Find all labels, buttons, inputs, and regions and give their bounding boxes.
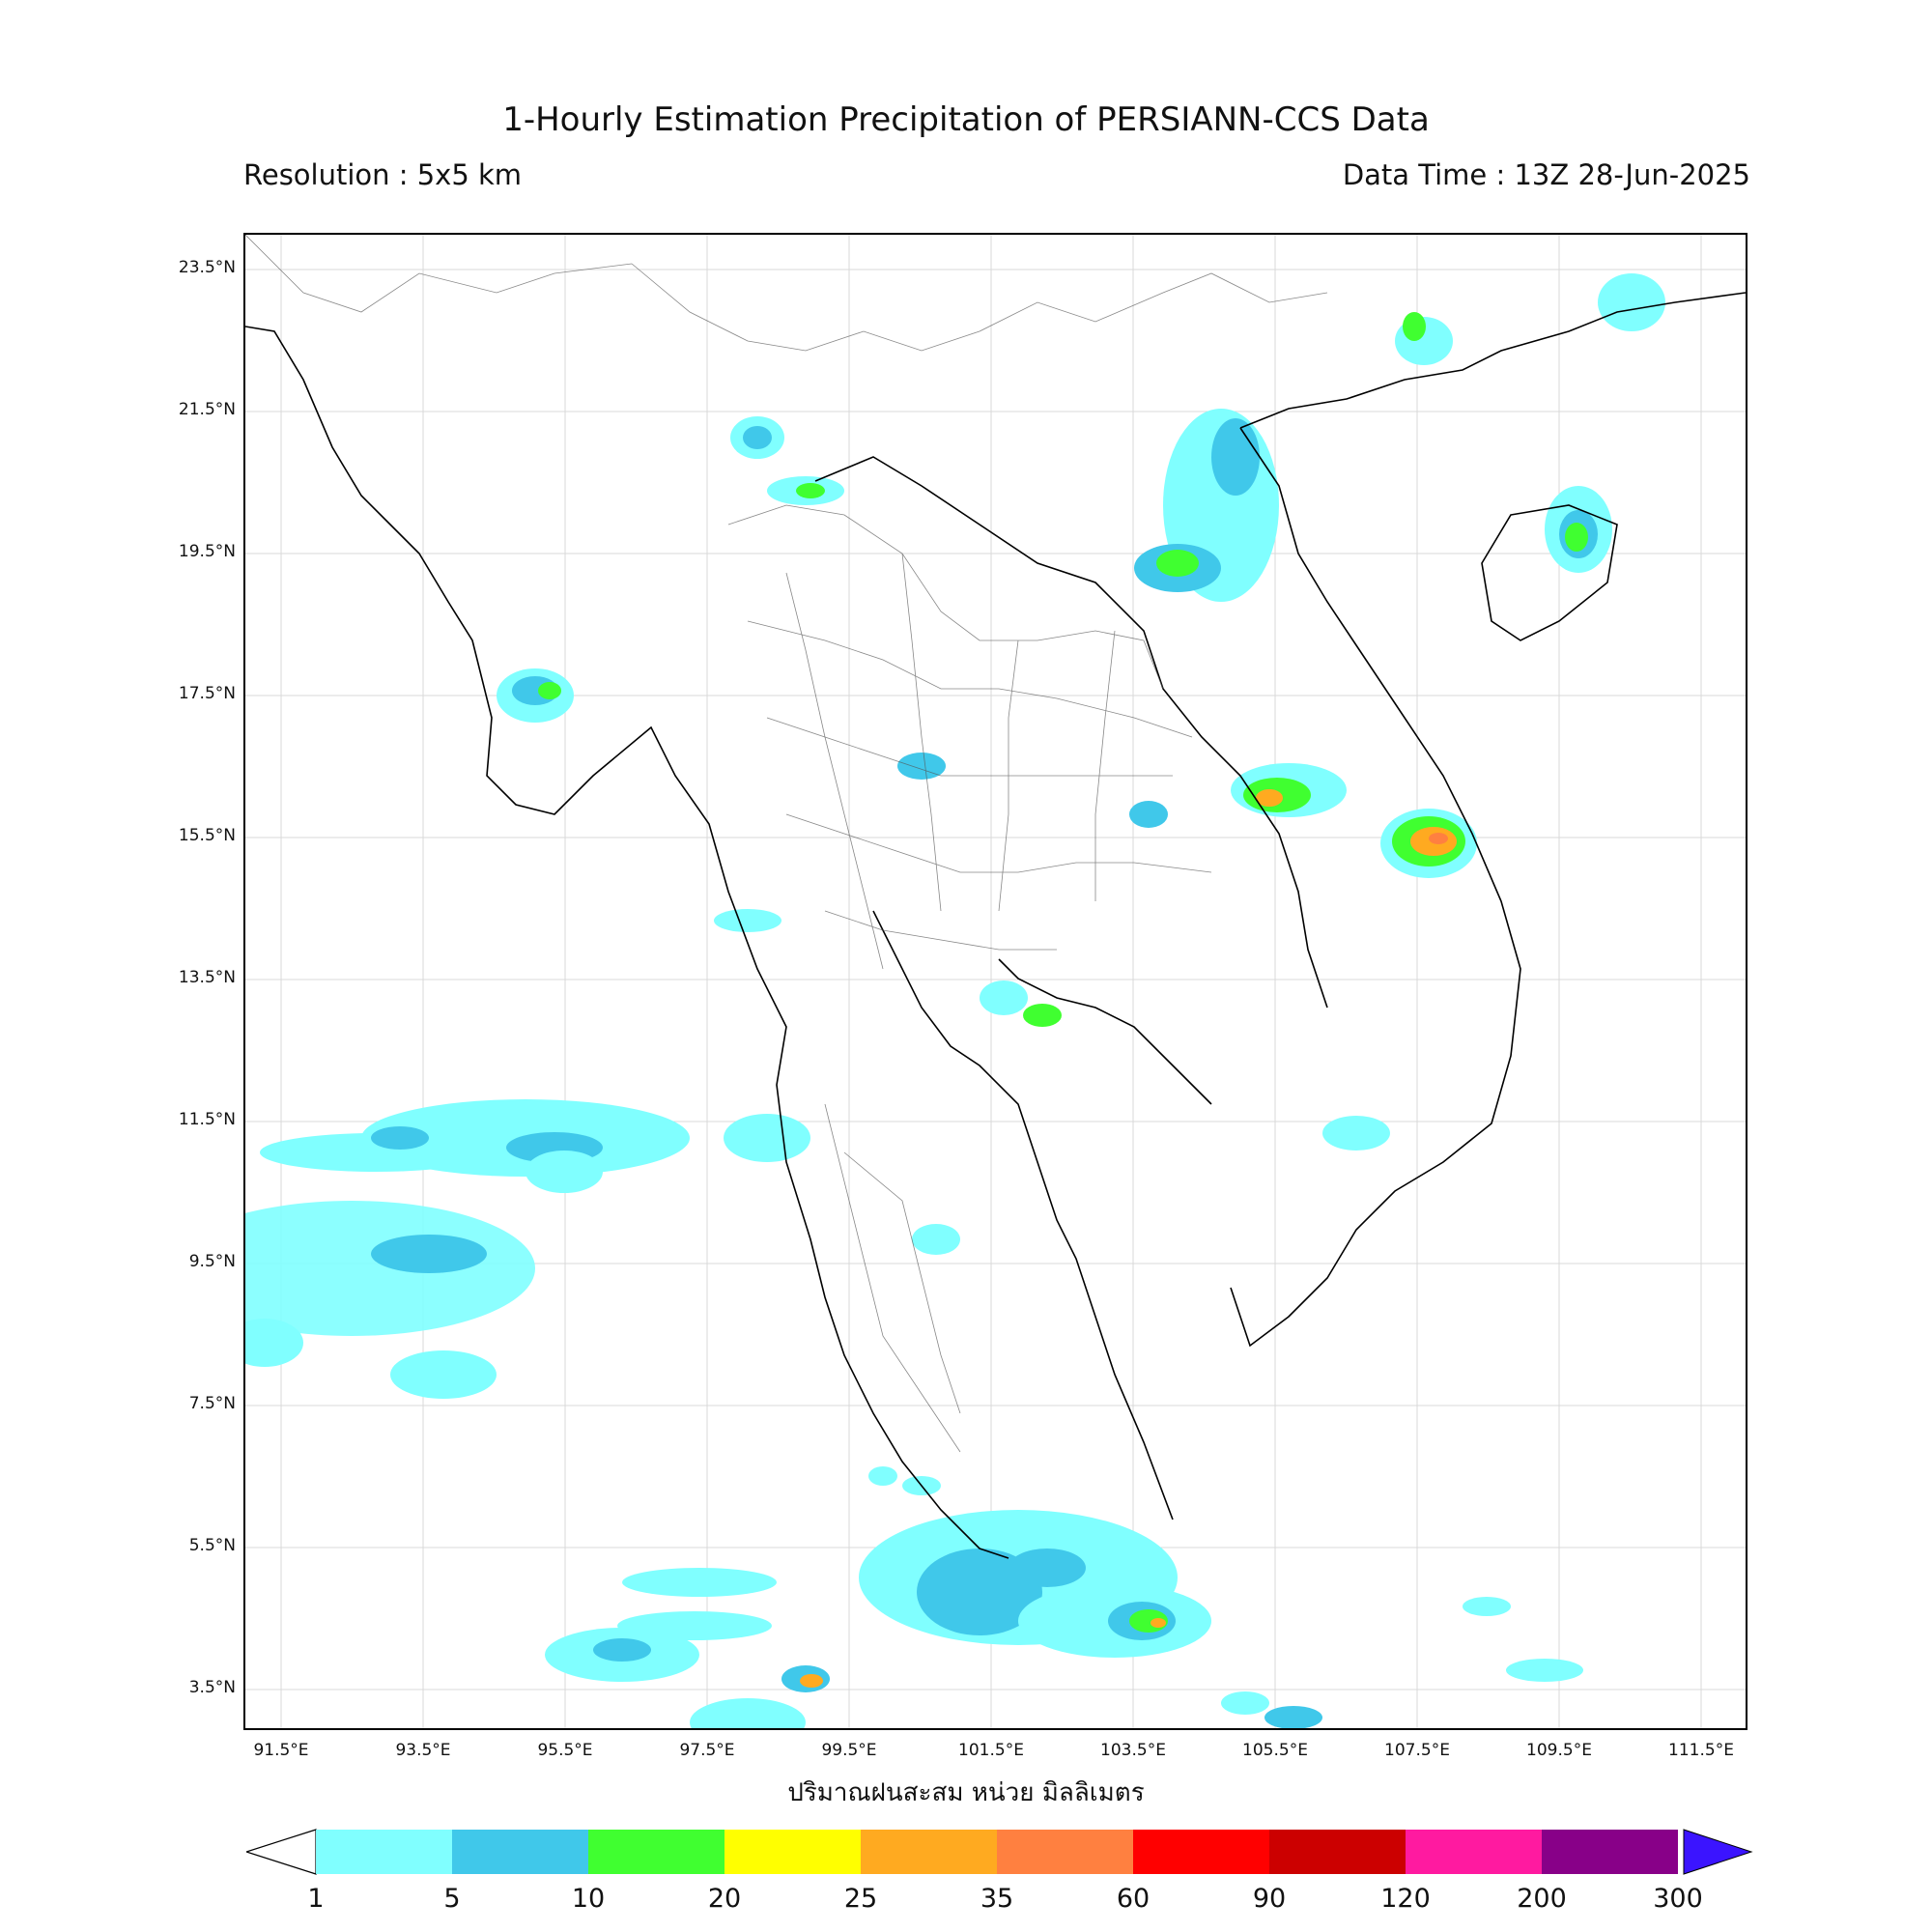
lat-tick-label: 15.5°N [178,826,236,845]
colorbar-tick: 1 [307,1884,325,1914]
colorbar-tick: 90 [1252,1884,1287,1914]
colorbar-segment [588,1830,724,1874]
lon-tick-label: 105.5°E [1242,1741,1308,1760]
colorbar-segment [1269,1830,1406,1874]
lon-tick-label: 99.5°E [821,1741,877,1760]
lon-tick-label: 91.5°E [253,1741,309,1760]
colorbar-segment [1133,1830,1269,1874]
lat-tick-label: 5.5°N [188,1536,236,1555]
lon-tick-label: 111.5°E [1668,1741,1734,1760]
lon-tick-label: 97.5°E [679,1741,735,1760]
lat-tick-label: 21.5°N [178,400,236,419]
data-time-label: Data Time : 13Z 28-Jun-2025 [1342,158,1750,191]
lat-tick-label: 11.5°N [178,1110,236,1129]
lon-tick-label: 107.5°E [1384,1741,1450,1760]
lon-tick-label: 101.5°E [958,1741,1024,1760]
colorbar-segment [452,1830,588,1874]
coastlines [245,292,1746,1559]
colorbar [246,1829,1753,1875]
graticule [245,235,1746,1728]
map-title: 1-Hourly Estimation Precipitation of PER… [502,100,1430,139]
lat-tick-label: 13.5°N [178,968,236,987]
colorbar-segment [724,1830,861,1874]
colorbar-tick: 200 [1517,1884,1567,1914]
lon-tick-label: 95.5°E [537,1741,593,1760]
rain-fields [245,273,1665,1728]
precipitation-map [243,233,1747,1730]
colorbar-segment [997,1830,1133,1874]
lon-tick-label: 93.5°E [395,1741,451,1760]
colorbar-under-arrow [246,1829,317,1875]
colorbar-segment [1542,1830,1678,1874]
colorbar-over-arrow [1683,1829,1753,1875]
colorbar-tick: 20 [707,1884,742,1914]
map-canvas [245,235,1746,1728]
lat-tick-label: 3.5°N [188,1678,236,1697]
province-boundaries [245,235,1328,1453]
lat-tick-label: 9.5°N [188,1252,236,1271]
precipitation-unit-label: ปริมาณฝนสะสม หน่วย มิลลิเมตร [787,1778,1145,1807]
lon-tick-label: 103.5°E [1100,1741,1166,1760]
colorbar-segment [861,1830,997,1874]
colorbar-tick: 5 [443,1884,461,1914]
colorbar-tick: 25 [843,1884,878,1914]
colorbar-tick: 10 [571,1884,606,1914]
lat-tick-label: 7.5°N [188,1394,236,1413]
resolution-label: Resolution : 5x5 km [243,158,523,191]
colorbar-tick: 300 [1653,1884,1703,1914]
colorbar-tick: 35 [980,1884,1014,1914]
lat-tick-label: 23.5°N [178,258,236,277]
lat-tick-label: 19.5°N [178,542,236,561]
lat-tick-label: 17.5°N [178,684,236,703]
lon-tick-label: 109.5°E [1526,1741,1592,1760]
colorbar-tick: 120 [1380,1884,1431,1914]
colorbar-segment [316,1830,452,1874]
colorbar-segment [1406,1830,1542,1874]
colorbar-tick: 60 [1116,1884,1151,1914]
